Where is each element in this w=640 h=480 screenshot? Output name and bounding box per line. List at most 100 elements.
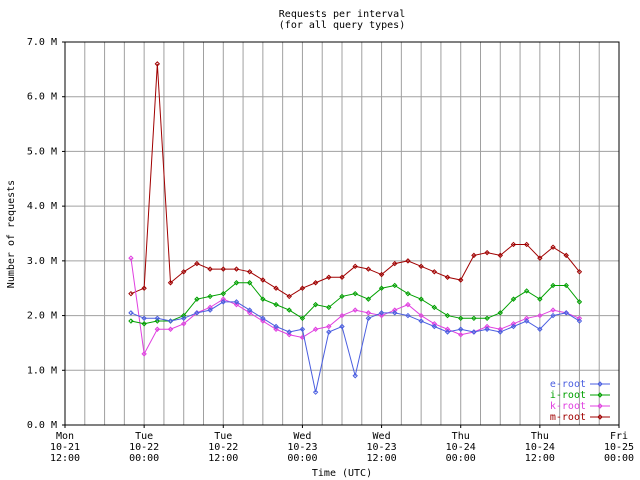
point (220, 290, 226, 297)
point (326, 274, 332, 280)
point (128, 310, 134, 316)
point (497, 252, 503, 259)
point (537, 296, 543, 302)
point (273, 326, 279, 332)
point (365, 310, 372, 316)
point (339, 323, 345, 330)
point (444, 312, 451, 319)
legend-label: i-root (550, 390, 586, 401)
point (194, 310, 200, 316)
legend-label: m-root (550, 412, 586, 423)
point (207, 293, 213, 300)
point (260, 277, 266, 283)
point (392, 307, 398, 313)
point (141, 315, 147, 322)
point (418, 312, 424, 319)
point (260, 296, 266, 302)
point (444, 329, 451, 335)
point (141, 285, 147, 291)
point (286, 293, 292, 300)
point (339, 312, 345, 319)
point (510, 321, 517, 327)
point (458, 315, 464, 322)
point (378, 312, 385, 319)
point (537, 312, 543, 319)
y-tick-label: 7.0 M (27, 37, 57, 48)
point (233, 299, 240, 305)
point (484, 249, 490, 256)
point (326, 323, 332, 330)
point (233, 266, 240, 272)
point (550, 312, 556, 319)
x-tick-label: Thu 10-24 12:00 (525, 431, 555, 464)
point (299, 315, 306, 322)
point (246, 269, 253, 275)
point (365, 266, 372, 272)
point (418, 263, 424, 270)
point (339, 274, 345, 280)
point (550, 244, 556, 250)
series-line (130, 282, 580, 325)
point (563, 282, 569, 289)
point (405, 258, 411, 264)
point (365, 296, 372, 302)
point (405, 312, 411, 319)
plot-frame (64, 41, 620, 426)
point (378, 285, 385, 291)
legend-label: k-root (550, 401, 586, 412)
x-tick-label: Fri 10-25 00:00 (604, 431, 634, 464)
point (523, 288, 530, 294)
point (273, 301, 279, 308)
point (458, 326, 464, 332)
point (286, 307, 292, 313)
point (418, 296, 424, 302)
chart-title: Requests per interval (279, 9, 405, 20)
point (458, 277, 464, 283)
point (576, 269, 583, 275)
y-tick-label: 0.0 M (27, 420, 57, 431)
point (312, 280, 319, 286)
point (352, 290, 358, 297)
point (444, 274, 451, 280)
point (392, 260, 398, 267)
point (194, 260, 200, 267)
point (299, 326, 306, 332)
point (326, 329, 332, 335)
y-axis-label: Number of requests (6, 180, 17, 288)
point (233, 280, 240, 286)
point (497, 326, 503, 332)
point (484, 323, 490, 330)
point (352, 373, 358, 379)
point (523, 315, 530, 322)
point (352, 263, 358, 270)
point (392, 310, 398, 316)
point (484, 326, 490, 332)
legend-marker (597, 403, 603, 409)
y-tick-label: 4.0 M (27, 201, 57, 212)
point (207, 304, 213, 311)
point (431, 269, 438, 275)
point (484, 315, 490, 322)
point (128, 255, 134, 261)
point (510, 323, 517, 330)
point (576, 318, 583, 324)
point (365, 315, 372, 322)
x-tick-label: Mon 10-21 12:00 (50, 431, 80, 464)
y-tick-label: 5.0 M (27, 146, 57, 157)
point (392, 282, 398, 289)
point (128, 290, 134, 297)
point (260, 315, 266, 322)
point (181, 269, 187, 275)
point (233, 301, 240, 308)
point (273, 323, 279, 330)
point (167, 280, 174, 286)
point (563, 252, 569, 259)
point (273, 285, 279, 291)
point (167, 326, 174, 332)
y-tick-label: 3.0 M (27, 256, 57, 267)
series-line (130, 258, 580, 356)
point (312, 326, 319, 332)
x-axis-label: Time (UTC) (312, 468, 372, 479)
chart-subtitle: (for all query types) (279, 20, 405, 31)
